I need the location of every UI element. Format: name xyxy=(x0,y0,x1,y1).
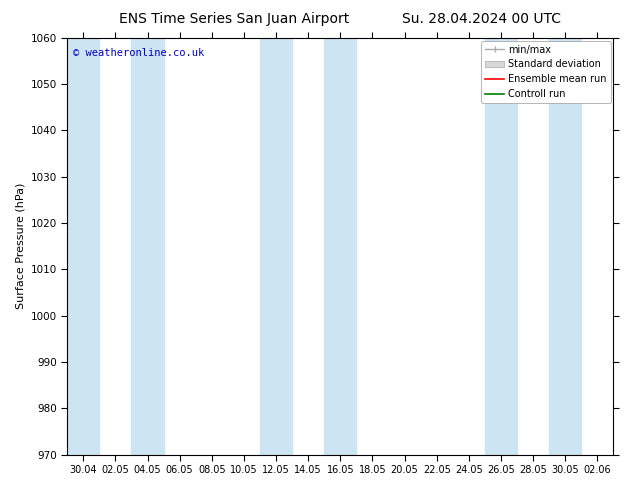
Bar xyxy=(131,38,164,455)
Bar xyxy=(260,38,292,455)
Y-axis label: Surface Pressure (hPa): Surface Pressure (hPa) xyxy=(15,183,25,309)
Legend: min/max, Standard deviation, Ensemble mean run, Controll run: min/max, Standard deviation, Ensemble me… xyxy=(481,41,611,103)
Bar xyxy=(67,38,100,455)
Bar xyxy=(485,38,517,455)
Bar xyxy=(549,38,581,455)
Bar xyxy=(324,38,356,455)
Text: © weatheronline.co.uk: © weatheronline.co.uk xyxy=(73,48,204,58)
Text: Su. 28.04.2024 00 UTC: Su. 28.04.2024 00 UTC xyxy=(403,12,561,26)
Text: ENS Time Series San Juan Airport: ENS Time Series San Juan Airport xyxy=(119,12,350,26)
